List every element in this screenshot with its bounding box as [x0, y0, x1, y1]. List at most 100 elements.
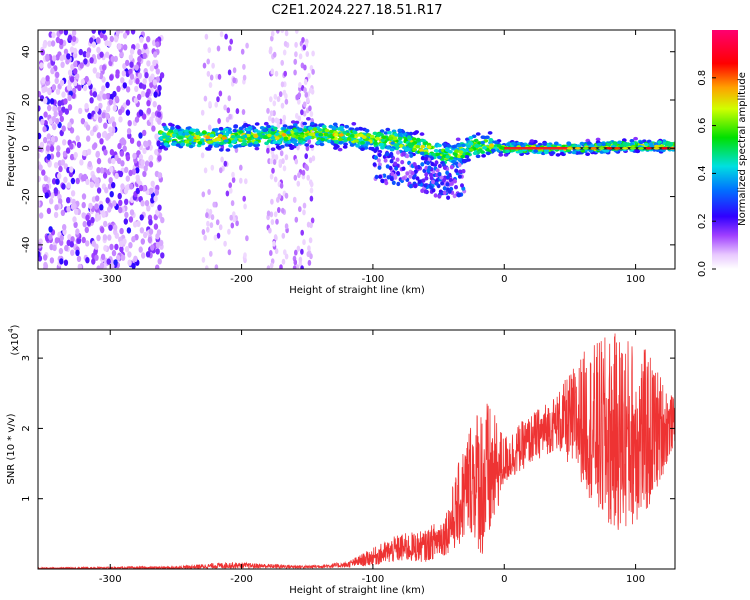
- spectrogram-cell: [188, 130, 194, 135]
- spectrogram-cell: [420, 162, 425, 167]
- spectrogram-cell: [430, 152, 436, 157]
- spectrogram-cell: [297, 115, 302, 122]
- spectrogram-cell: [274, 248, 279, 255]
- spectrogram-cell: [349, 133, 355, 138]
- spectrogram-cell: [67, 121, 72, 129]
- spectrogram-cell: [324, 128, 330, 133]
- spectrogram-cell: [103, 245, 108, 252]
- spectrogram-cell: [214, 127, 220, 132]
- spectrogram-cell: [302, 239, 306, 246]
- spectrogram-cell: [544, 148, 549, 153]
- spectrogram-cell: [278, 91, 283, 98]
- spectrogram-cell: [397, 128, 403, 133]
- spectrogram-cell: [56, 151, 61, 158]
- spectrogram-cell: [148, 155, 153, 162]
- spectrogram-cell: [55, 54, 60, 61]
- spectrogram-cell: [447, 189, 452, 194]
- spectrogram-cell: [96, 214, 102, 221]
- spectrogram-cell: [380, 145, 385, 150]
- spectrogram-cell: [61, 183, 66, 190]
- spectrogram-cell: [223, 240, 227, 247]
- spectrogram-cell: [107, 117, 113, 125]
- spectrogram-cell: [94, 105, 99, 113]
- spectrogram-cell: [38, 132, 42, 140]
- spectrogram-cell: [231, 140, 236, 144]
- spectrogram-cell: [309, 111, 314, 117]
- spectrogram-cell: [51, 115, 57, 123]
- spectrogram-cell: [137, 93, 142, 101]
- spectrogram-cell: [102, 234, 108, 241]
- spectrogram-cell: [380, 138, 386, 143]
- spectrogram-cell: [203, 234, 207, 241]
- spectrogram-cell: [277, 207, 281, 213]
- spectrogram-cell: [38, 152, 41, 159]
- spectrogram-cell: [307, 135, 312, 140]
- spectrogram-cell: [149, 65, 155, 72]
- spectrogram-cell: [82, 220, 87, 228]
- spectrogram-cell: [139, 36, 144, 43]
- spectrogram-cell: [157, 204, 162, 211]
- spectrogram-cell: [69, 153, 75, 161]
- spectrogram-cell: [113, 224, 118, 231]
- spectrogram-cell: [571, 150, 577, 155]
- spectrogram-cell: [375, 136, 380, 141]
- spectrogram-cell: [387, 130, 392, 135]
- spectrogram-cell: [308, 87, 313, 94]
- spectrogram-cell: [63, 176, 68, 183]
- spectrogram-cell: [230, 222, 235, 229]
- x-tick-label: 100: [626, 574, 645, 585]
- spectrogram-cell: [127, 132, 132, 139]
- spectrogram-cell: [318, 132, 324, 137]
- spectrogram-cell: [125, 109, 131, 116]
- spectrogram-cell: [269, 158, 274, 165]
- spectrogram-cell: [42, 42, 47, 49]
- spectrogram-cell: [206, 220, 210, 227]
- spectrogram-cell: [361, 135, 367, 139]
- spectrogram-cell: [93, 142, 98, 149]
- spectrogram-cell: [76, 237, 82, 244]
- spectrogram-cell: [45, 145, 51, 152]
- spectrogram-cell: [119, 246, 124, 253]
- spectrogram-cell: [155, 209, 160, 216]
- spectrogram-cell: [153, 51, 158, 58]
- spectrogram-cell: [227, 95, 232, 102]
- spectrogram-cell: [218, 148, 224, 152]
- spectrogram-cell: [272, 100, 277, 107]
- snr-marks: [38, 333, 675, 569]
- spectrogram-cell: [97, 116, 103, 124]
- spectrogram-cell: [103, 34, 108, 42]
- spectrogram-cell: [286, 130, 291, 135]
- spectrogram-cell: [150, 244, 155, 251]
- spectrogram-cell: [302, 128, 308, 132]
- spectrogram-cell: [440, 181, 445, 186]
- spectrogram-cell: [224, 33, 228, 40]
- spectrogram-cell: [58, 198, 63, 205]
- spectrogram-cell: [216, 137, 222, 142]
- spectrogram-cell: [152, 101, 157, 108]
- spectrogram-cell: [298, 139, 303, 144]
- spectrogram-cell: [130, 30, 136, 35]
- spectrogram-cell: [227, 69, 232, 76]
- spectrogram-cell: [398, 144, 404, 148]
- spectrogram-cell: [242, 139, 247, 144]
- spectrogram-cell: [233, 125, 239, 129]
- spectrogram-cell: [257, 132, 263, 137]
- spectrogram-cell: [47, 161, 52, 168]
- spectrogram-cell: [52, 123, 57, 131]
- spectrogram-cell: [129, 183, 134, 190]
- spectrogram-cell: [396, 181, 401, 187]
- spectrogram-cell: [146, 100, 151, 107]
- spectrogram-cell: [163, 142, 169, 146]
- spectrogram-cell: [242, 63, 246, 70]
- spectrogram-cell: [112, 90, 117, 98]
- y-tick-label: 0: [21, 145, 32, 151]
- spectrogram-cell: [617, 140, 622, 145]
- spectrogram-cell: [423, 151, 429, 156]
- spectrogram-cell: [253, 134, 259, 139]
- spectrogram-cell: [209, 133, 215, 138]
- spectrogram-cell: [419, 138, 425, 143]
- spectrogram-cell: [178, 130, 184, 135]
- spectrogram-cell: [293, 69, 297, 76]
- spectrogram-y-axis-label: Frequency (Hz): [6, 111, 17, 187]
- spectrogram-cell: [232, 128, 238, 133]
